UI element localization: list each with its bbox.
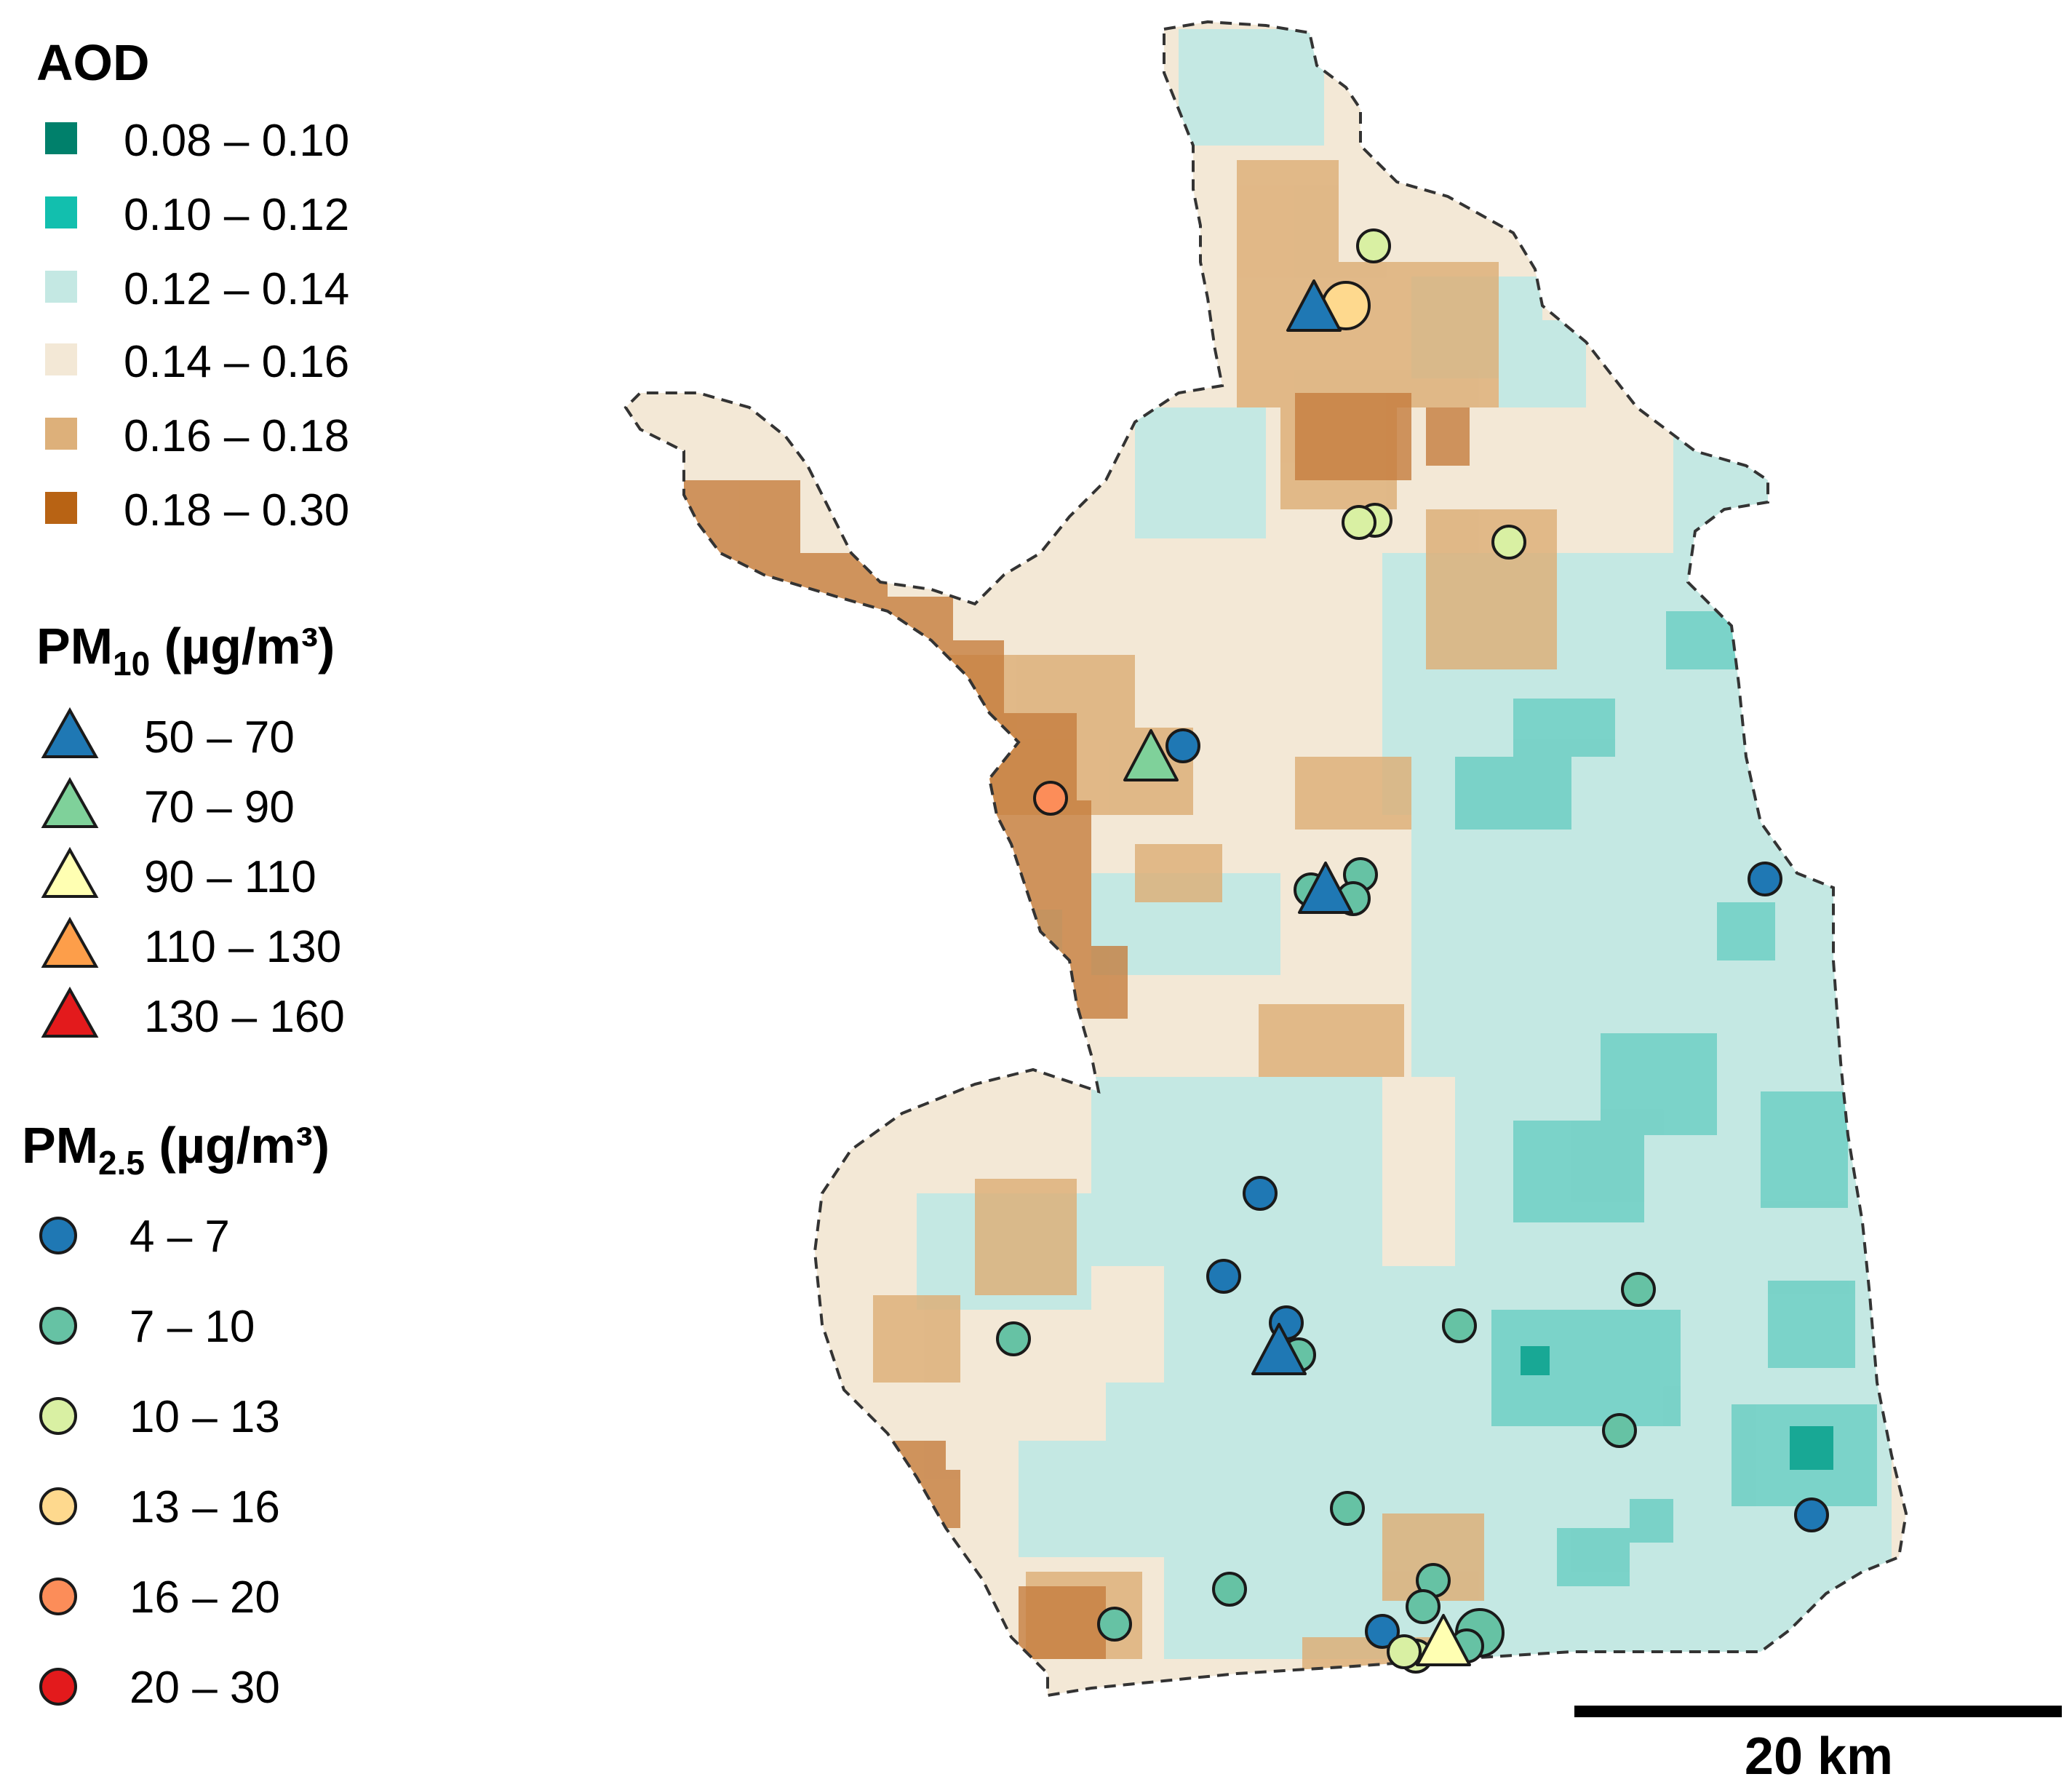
legend-pm10-triangle-2 xyxy=(41,846,99,898)
pm25-station[interactable] xyxy=(1166,728,1200,763)
legend-aod-swatch-4 xyxy=(45,418,77,450)
legend-pm10-label-4: 130 – 160 xyxy=(144,992,345,1042)
legend-pm25-label-5: 20 – 30 xyxy=(130,1663,280,1713)
legend-pm25-title-sub: 2.5 xyxy=(98,1144,145,1182)
legend-pm25-circle-3 xyxy=(39,1487,77,1525)
legend-aod-label-2: 0.12 – 0.14 xyxy=(124,264,349,314)
aod-zone-008-010 xyxy=(1521,1346,1833,1470)
legend-pm25-circle-5 xyxy=(39,1668,77,1706)
pm25-station[interactable] xyxy=(1330,1491,1365,1526)
pm25-station[interactable] xyxy=(1491,525,1526,560)
legend-aod: AOD 0.08 – 0.10 0.10 – 0.12 0.12 – 0.14 … xyxy=(36,34,349,536)
legend-pm10-label-0: 50 – 70 xyxy=(144,712,295,763)
legend-pm10-title-sub: 10 xyxy=(113,645,150,683)
pm25-station[interactable] xyxy=(1033,781,1068,816)
legend-pm25-label-4: 16 – 20 xyxy=(130,1572,280,1623)
legend-pm10-title: PM10 (µg/m³) xyxy=(36,618,335,683)
legend-aod-label-0: 0.08 – 0.10 xyxy=(124,116,349,166)
legend-pm10-triangle-0 xyxy=(41,707,99,758)
pm25-station[interactable] xyxy=(1602,1413,1637,1448)
pm25-station[interactable] xyxy=(1212,1572,1247,1607)
legend-aod-swatch-5 xyxy=(45,492,77,524)
pm10-station[interactable] xyxy=(1123,729,1179,781)
legend-pm10-triangle-1 xyxy=(41,776,99,828)
scale-bar-line xyxy=(1574,1706,2062,1717)
pm25-station[interactable] xyxy=(1748,862,1782,896)
legend-pm10-title-main: PM xyxy=(36,618,113,675)
pm25-station[interactable] xyxy=(1387,1634,1422,1669)
legend-pm25: PM2.5 (µg/m³) 4 – 7 7 – 10 10 – 13 13 – … xyxy=(22,1117,330,1713)
legend-pm25-title-main: PM xyxy=(22,1117,98,1174)
legend-pm10-title-unit: (µg/m³) xyxy=(150,618,335,675)
legend-pm10-label-2: 90 – 110 xyxy=(144,852,316,902)
legend-aod-label-4: 0.16 – 0.18 xyxy=(124,411,349,461)
pm10-station[interactable] xyxy=(1286,279,1342,332)
pm25-station[interactable] xyxy=(1442,1308,1477,1343)
pm25-station[interactable] xyxy=(1097,1607,1132,1642)
pm25-station[interactable] xyxy=(1356,228,1391,263)
legend-pm10: PM10 (µg/m³) 50 – 70 70 – 90 90 – 110 11… xyxy=(36,618,345,1042)
legend-pm10-triangle-3 xyxy=(41,916,99,968)
legend-pm25-label-2: 10 – 13 xyxy=(130,1392,280,1442)
pm10-stations xyxy=(1123,279,1471,1666)
pm25-station[interactable] xyxy=(1794,1497,1829,1532)
pm25-station[interactable] xyxy=(996,1321,1031,1356)
pm10-station[interactable] xyxy=(1251,1323,1307,1375)
legend-aod-label-5: 0.18 – 0.30 xyxy=(124,485,349,536)
legend-pm25-circle-1 xyxy=(39,1307,77,1345)
legend-pm25-title-unit: (µg/m³) xyxy=(145,1117,330,1174)
legend-pm25-circle-2 xyxy=(39,1397,77,1435)
legend-pm25-circle-0 xyxy=(39,1217,77,1254)
pm25-station[interactable] xyxy=(1342,505,1376,540)
legend-pm25-label-1: 7 – 10 xyxy=(130,1302,255,1352)
legend-pm10-triangle-4 xyxy=(41,986,99,1038)
scale-bar: 20 km xyxy=(1574,1706,2062,1786)
legend-aod-label-1: 0.10 – 0.12 xyxy=(124,190,349,240)
legend-pm25-label-0: 4 – 7 xyxy=(130,1212,230,1262)
legend-pm25-circle-4 xyxy=(39,1578,77,1615)
legend-pm10-label-1: 70 – 90 xyxy=(144,782,295,832)
scale-bar-label: 20 km xyxy=(1745,1727,1893,1786)
pm25-station[interactable] xyxy=(1206,1259,1241,1294)
legend-aod-title: AOD xyxy=(36,34,150,91)
pm25-station[interactable] xyxy=(1406,1589,1441,1624)
pm25-station[interactable] xyxy=(1365,1614,1400,1649)
legend-aod-swatch-0 xyxy=(45,122,77,154)
legend-pm25-title: PM2.5 (µg/m³) xyxy=(22,1117,330,1182)
pm25-station[interactable] xyxy=(1621,1272,1656,1307)
pm25-station[interactable] xyxy=(1243,1176,1278,1211)
legend-aod-label-3: 0.14 – 0.16 xyxy=(124,337,349,387)
pm10-station[interactable] xyxy=(1416,1614,1471,1666)
region-boundary xyxy=(623,20,1908,1698)
pm10-station[interactable] xyxy=(1298,862,1353,914)
legend-aod-swatch-3 xyxy=(45,343,77,375)
legend-aod-swatch-1 xyxy=(45,196,77,228)
aod-zone-010-012 xyxy=(1455,611,1877,1586)
aod-raster xyxy=(626,22,1906,1695)
legend-pm25-label-3: 13 – 16 xyxy=(130,1482,280,1532)
legend-pm10-label-3: 110 – 130 xyxy=(144,922,341,972)
legend-aod-swatch-2 xyxy=(45,271,77,303)
